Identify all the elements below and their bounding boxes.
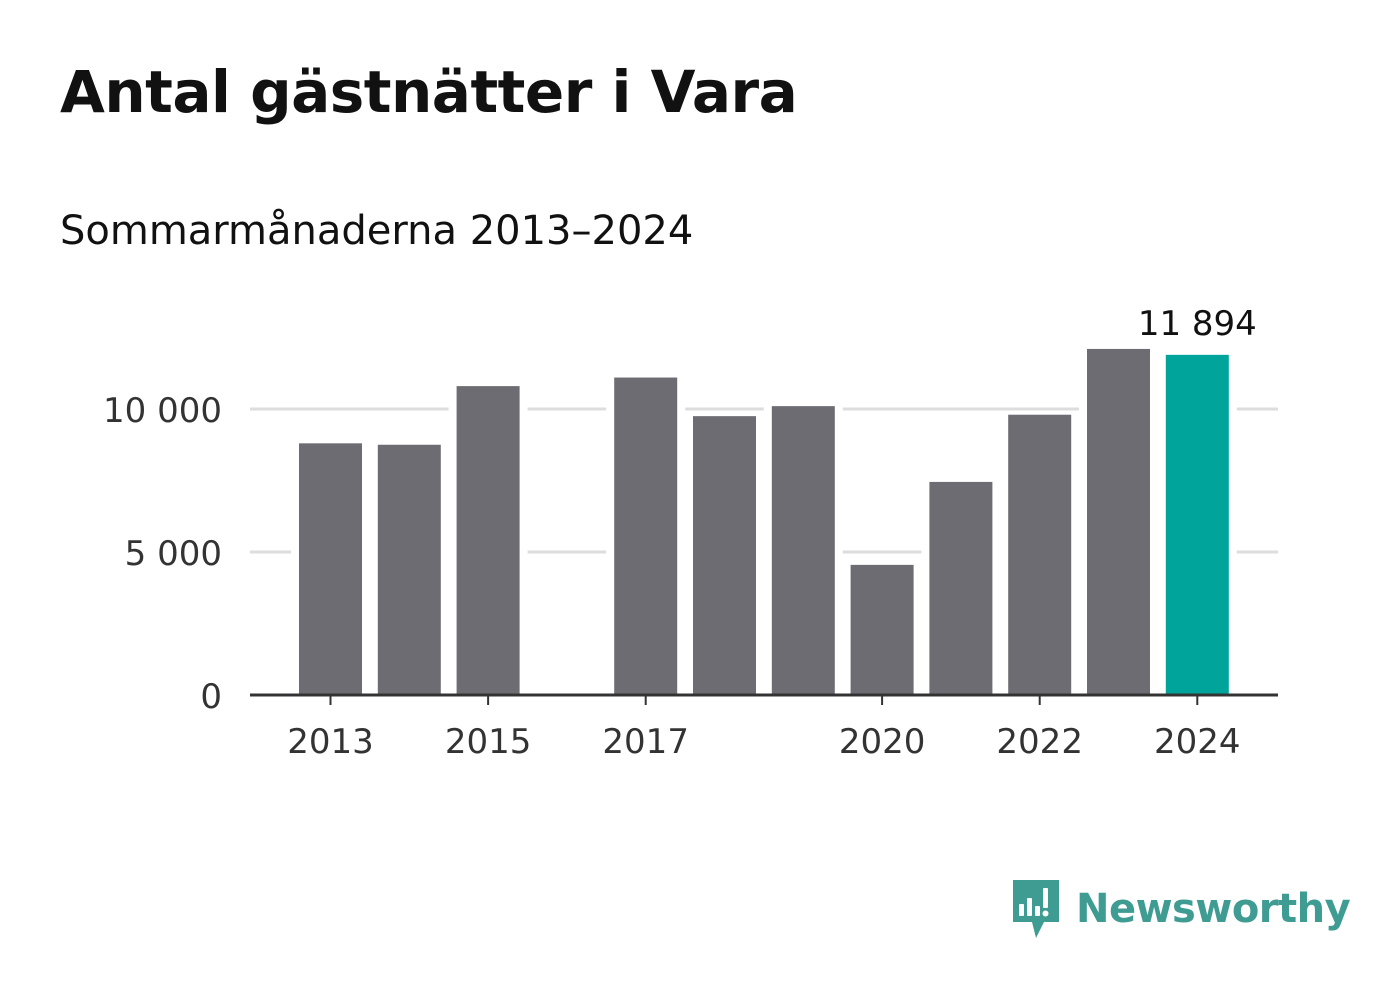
brand-logo: Newsworthy [1010, 878, 1351, 940]
bar-2013 [299, 443, 362, 695]
y-tick-label: 5 000 [125, 534, 222, 574]
chart-subtitle: Sommarmånaderna 2013–2024 [60, 208, 694, 254]
brand-name: Newsworthy [1076, 886, 1351, 932]
y-tick-label: 10 000 [103, 391, 222, 431]
bar-2018 [693, 416, 756, 695]
bar-chart: 0 5 000 10 000 11 894 2013 2015 2017 2020 2022 20… [103, 304, 1278, 762]
bar-chart-speech-bubble-icon [1013, 880, 1059, 938]
data-label-2024: 11 894 [1138, 304, 1257, 344]
bar-2022 [1008, 414, 1072, 695]
x-tick-label: 2013 [287, 722, 374, 762]
x-tick-label: 2015 [445, 722, 532, 762]
x-tick-label: 2017 [602, 722, 689, 762]
bar-2019 [771, 406, 835, 695]
bar-2014 [377, 444, 441, 695]
bar-2024 [1165, 354, 1229, 695]
y-tick-label: 0 [200, 677, 222, 717]
bar-2020 [850, 564, 914, 695]
x-tick-label: 2020 [839, 722, 926, 762]
bar-2017 [614, 377, 678, 695]
chart-title: Antal gästnätter i Vara [60, 58, 798, 126]
x-tick-label: 2022 [996, 722, 1083, 762]
bar-2023 [1087, 348, 1150, 695]
bar-2021 [929, 481, 993, 695]
bar-2015 [456, 386, 520, 695]
x-tick-label: 2024 [1154, 722, 1241, 762]
